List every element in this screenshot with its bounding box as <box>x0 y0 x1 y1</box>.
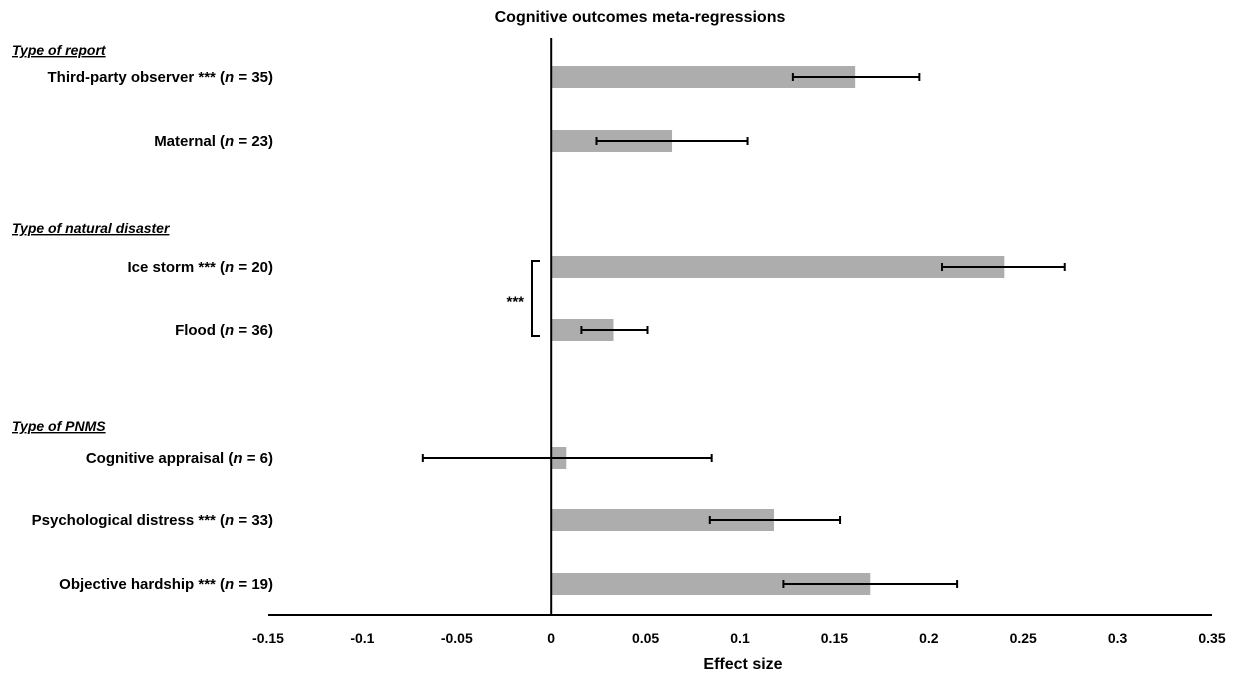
error-bar <box>941 263 1066 271</box>
category-label-text: Flood ( <box>175 322 225 339</box>
category-label-count: = 20) <box>234 259 273 276</box>
error-bars-layer <box>421 73 1066 588</box>
category-label: Flood (n = 36) <box>175 322 273 339</box>
category-label-n: n <box>225 69 234 86</box>
significance-bracket: *** <box>506 260 540 337</box>
category-label-count: = 6) <box>243 450 273 467</box>
category-label-text: Third-party observer *** ( <box>48 69 226 86</box>
error-bar <box>595 137 749 145</box>
category-label: Maternal (n = 23) <box>154 133 273 150</box>
x-tick-label: -0.1 <box>350 630 374 646</box>
significance-label: *** <box>506 294 524 311</box>
category-label: Ice storm *** (n = 20) <box>128 259 274 276</box>
category-label-count: = 33) <box>234 512 273 529</box>
category-label-n: n <box>225 322 234 339</box>
category-label-text: Maternal ( <box>154 133 225 150</box>
bar <box>551 509 774 531</box>
x-tick-labels: -0.15 -0.1 -0.05 0 0.05 0.1 0.15 0.2 0.25 0.3 0.35 <box>252 630 1226 646</box>
x-axis-title: Effect size <box>703 656 782 673</box>
category-label: Third-party observer *** (n = 35) <box>48 69 274 86</box>
x-tick-label: 0.25 <box>1010 630 1037 646</box>
x-tick-label: 0.2 <box>919 630 939 646</box>
category-labels: Third-party observer *** (n = 35)Materna… <box>32 69 273 593</box>
x-tick-label: -0.15 <box>252 630 284 646</box>
chart-title: Cognitive outcomes meta-regressions <box>495 9 786 26</box>
group-heading: Type of report <box>12 42 107 58</box>
category-label-n: n <box>225 512 234 529</box>
category-label-count: = 19) <box>234 576 273 593</box>
x-tick-label: 0.15 <box>821 630 848 646</box>
x-tick-label: 0.05 <box>632 630 659 646</box>
category-label-count: = 23) <box>234 133 273 150</box>
error-bar <box>791 73 921 81</box>
x-tick-label: 0.35 <box>1198 630 1225 646</box>
x-tick-label: 0.1 <box>730 630 750 646</box>
category-label: Psychological distress *** (n = 33) <box>32 512 273 529</box>
category-label-count: = 36) <box>234 322 273 339</box>
bar <box>551 573 871 595</box>
error-bar <box>782 580 959 588</box>
group-headings: Type of report Type of natural disaster Ty… <box>12 42 171 434</box>
category-label-n: n <box>233 450 242 467</box>
bracket-line <box>531 260 540 337</box>
group-heading: Type of PNMS <box>12 418 106 434</box>
category-label-text: Objective hardship *** ( <box>59 576 225 593</box>
bar <box>551 256 1005 278</box>
error-bar <box>708 516 842 524</box>
error-bar <box>580 326 649 334</box>
x-tick-label: 0.3 <box>1108 630 1128 646</box>
category-label-text: Ice storm *** ( <box>128 259 226 276</box>
category-label-n: n <box>225 259 234 276</box>
bar <box>551 66 856 88</box>
error-bar <box>421 454 713 462</box>
x-tick-label: 0 <box>547 630 555 646</box>
category-label-n: n <box>225 133 234 150</box>
category-label-count: = 35) <box>234 69 273 86</box>
category-label: Objective hardship *** (n = 19) <box>59 576 273 593</box>
category-label: Cognitive appraisal (n = 6) <box>86 450 273 467</box>
category-label-text: Psychological distress *** ( <box>32 512 225 529</box>
x-tick-label: -0.05 <box>441 630 473 646</box>
category-label-text: Cognitive appraisal ( <box>86 450 234 467</box>
category-label-n: n <box>225 576 234 593</box>
group-heading: Type of natural disaster <box>12 220 171 236</box>
